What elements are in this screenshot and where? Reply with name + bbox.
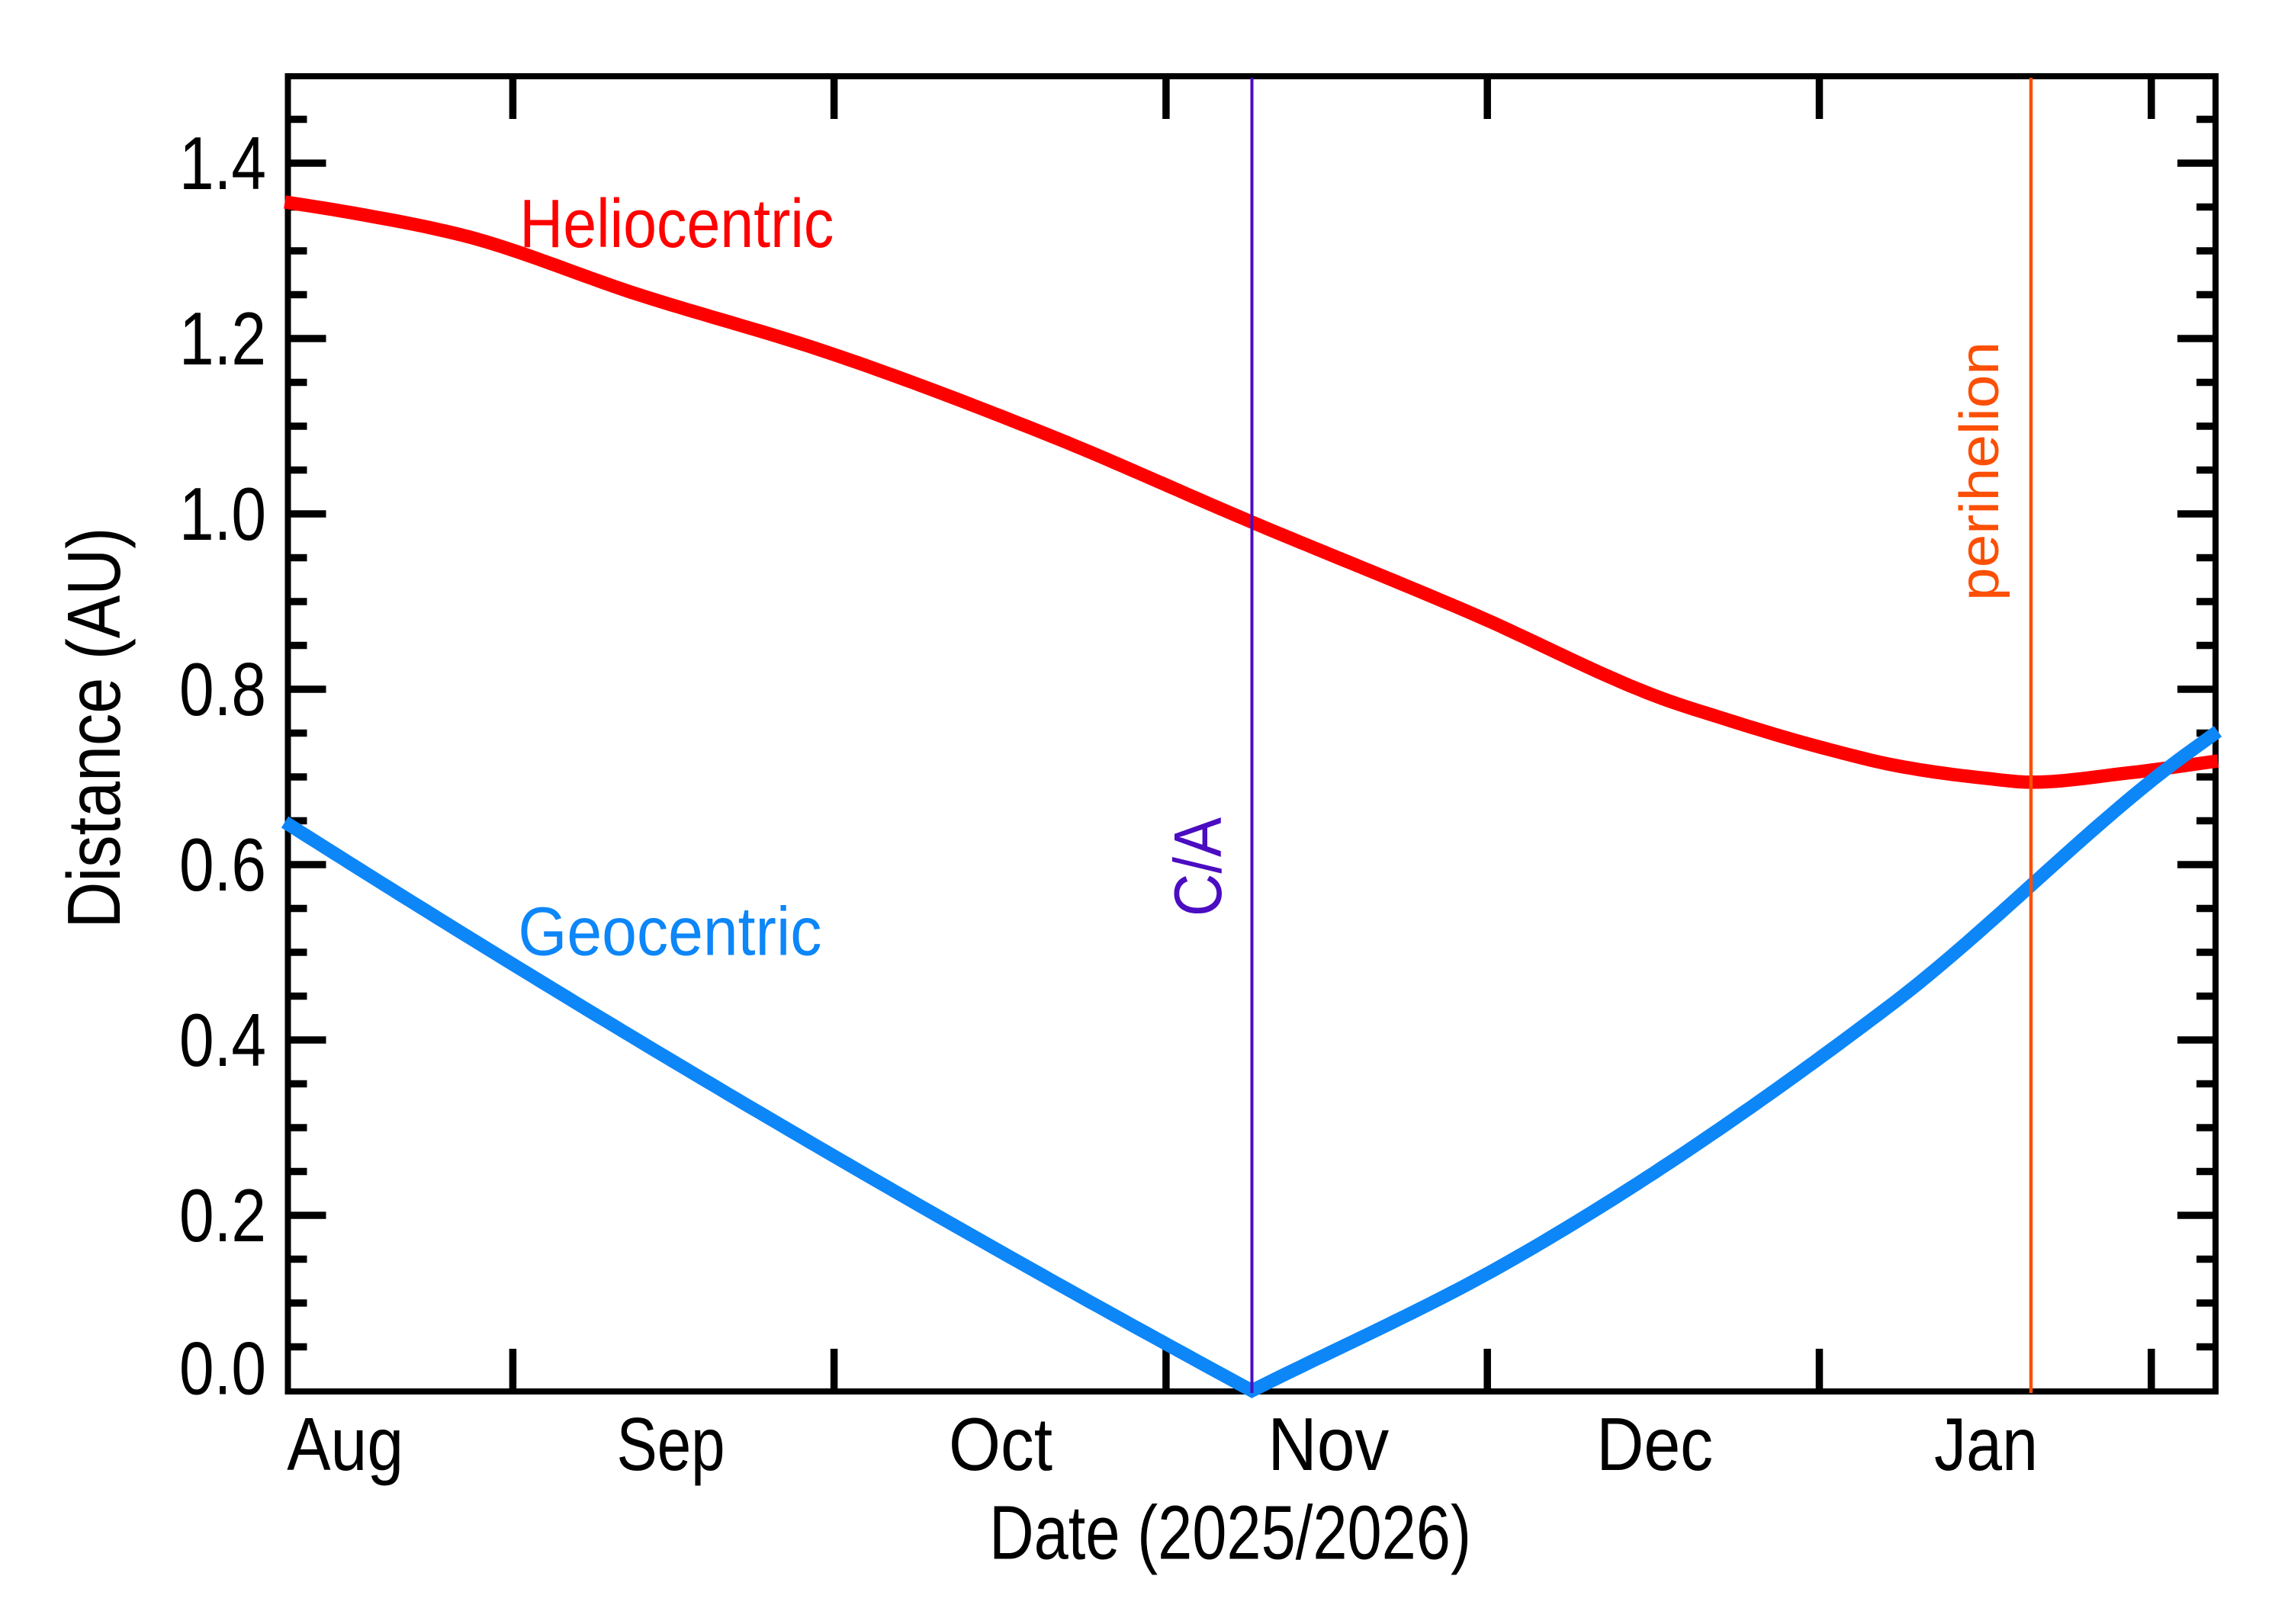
svg-text:Date (2025/2026): Date (2025/2026) <box>989 1491 1471 1576</box>
svg-text:Aug: Aug <box>287 1402 403 1486</box>
svg-text:Nov: Nov <box>1268 1402 1389 1486</box>
svg-text:Distance (AU): Distance (AU) <box>52 528 136 929</box>
svg-text:Geocentric: Geocentric <box>518 894 821 971</box>
svg-text:1.4: 1.4 <box>179 121 266 205</box>
svg-text:Jan: Jan <box>1934 1402 2038 1486</box>
svg-text:Sep: Sep <box>617 1402 725 1486</box>
svg-text:0.6: 0.6 <box>179 823 266 907</box>
svg-text:0.4: 0.4 <box>179 998 266 1082</box>
svg-text:Oct: Oct <box>949 1402 1052 1486</box>
svg-text:0.8: 0.8 <box>179 647 266 731</box>
svg-text:Heliocentric: Heliocentric <box>519 186 834 262</box>
svg-text:1.0: 1.0 <box>179 472 266 556</box>
svg-text:1.2: 1.2 <box>179 297 266 380</box>
svg-text:0.0: 0.0 <box>179 1327 266 1411</box>
svg-text:C/A: C/A <box>1160 817 1236 916</box>
svg-text:Dec: Dec <box>1596 1402 1713 1486</box>
svg-text:0.2: 0.2 <box>179 1173 266 1257</box>
svg-text:perihelion: perihelion <box>1949 342 2010 601</box>
